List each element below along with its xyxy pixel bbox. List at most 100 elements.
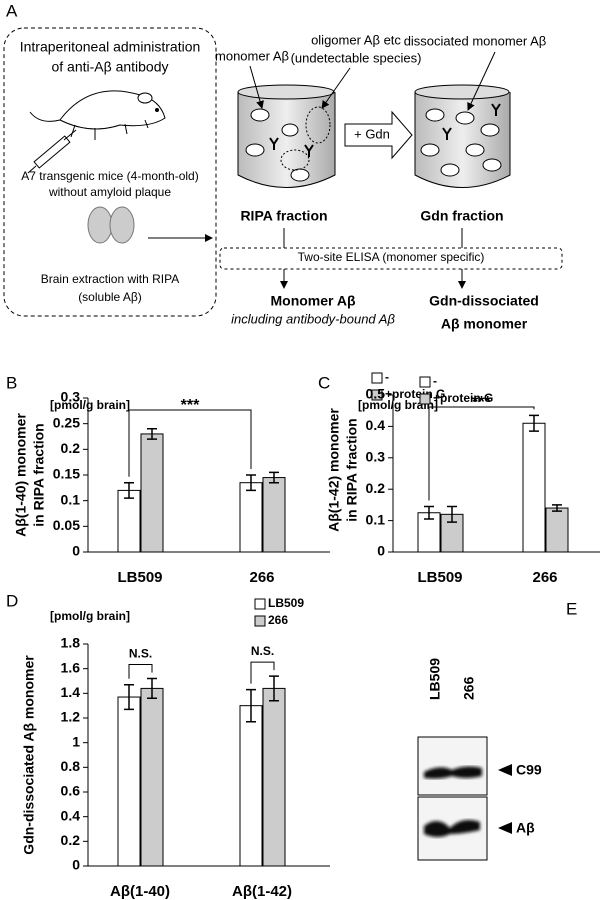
fraction-label: RIPA fraction [240,208,327,224]
y-tick-label: 0.1 [366,511,386,527]
bar [522,422,546,553]
y-tick-label: 0 [377,543,385,559]
box-text: Intraperitoneal administration [20,39,201,55]
mice-text: A7 transgenic mice (4-month-old) [21,169,198,183]
bar [545,507,569,553]
unit-label: [pmol/g brain] [50,398,130,412]
bar [262,687,286,867]
error-bar [147,677,157,700]
add-label: + Gdn [354,126,390,141]
y-tick-label: 0.25 [53,414,80,430]
y-tick-label: 0.15 [53,466,80,482]
process-arrow [344,110,413,160]
band-label: Aβ [516,820,535,836]
extraction-text: (soluble Aβ) [78,290,142,304]
y-axis-label: in RIPA fraction [344,418,360,521]
unit-label: [pmol/g brain] [358,398,438,412]
legend-swatch [371,389,383,401]
unit-label: [pmol/g brain] [50,609,130,623]
x-tick-label: 266 [532,569,557,586]
panel-label: A [6,1,18,20]
y-tick-label: 0.4 [366,417,386,433]
bar [140,433,164,553]
brain [87,206,135,244]
y-tick-label: 0.3 [366,449,386,465]
significance-label: N.S. [251,644,274,658]
y-tick-label: 0.6 [61,783,81,799]
error-bar [269,675,279,702]
y-axis-label: Aβ(1-40) monomer [13,413,29,537]
legend-label: - [433,374,437,388]
panel-label: D [6,591,18,610]
y-tick-label: 1.2 [61,709,81,725]
bar [140,687,164,867]
result-label: including antibody-bound Aβ [231,311,395,326]
y-tick-label: 0.4 [61,807,81,823]
beaker [237,84,336,188]
x-tick-label: Aβ(1-42) [232,883,292,900]
bar [117,696,141,867]
error-bar [124,481,134,499]
panel-a: A Intraperitoneal administration of anti… [3,1,563,332]
y-tick-label: 1 [72,733,80,749]
chart: D [pmol/g brain] Gdn-dissociated Aβ monome… [6,591,330,900]
result-label: Gdn-dissociated [429,293,539,309]
y-tick-label: 0.8 [61,758,81,774]
y-tick-label: 0 [72,857,80,873]
y-tick-label: 0.2 [61,832,81,848]
panel-label: C [318,373,330,392]
x-tick-label: LB509 [117,569,162,586]
legend-swatch [254,598,266,610]
bar [239,705,263,867]
bar [239,482,263,553]
legend-label: LB509 [268,596,304,610]
error-bar [246,688,256,723]
mouse [29,90,166,140]
oligomer-label: oligomer Aβ etc [311,32,401,47]
significance-label: *** [181,397,200,414]
y-axis-label: in RIPA fraction [31,423,47,526]
band-label: C99 [516,762,542,778]
legend-swatch [254,615,266,627]
error-bar [246,474,256,492]
x-tick-label: 266 [249,569,274,586]
y-tick-label: 1.6 [61,659,81,675]
dissociated-label: dissociated monomer Aβ [404,33,547,48]
extraction-text: Brain extraction with RIPA [41,272,180,286]
y-tick-label: 0 [72,543,80,559]
beaker [414,84,511,188]
x-tick-label: Aβ(1-40) [110,883,170,900]
bar [117,489,141,553]
mice-text: without amyloid plaque [48,185,171,199]
significance-bracket [250,661,275,684]
legend-label: 266 [268,613,288,627]
pointer [498,764,512,776]
error-bar [269,471,279,484]
legend-label: - [385,370,389,384]
lane-label: 266 [461,676,477,700]
oligomer-label: (undetectable species) [291,50,422,65]
panel-label: B [6,373,17,392]
result-label: Monomer Aβ [270,293,355,309]
panel-e: E LB509 266 C99 Aβ [417,599,577,861]
bar [262,477,286,553]
y-tick-label: 0.2 [61,440,81,456]
y-tick-label: 0.05 [53,517,80,533]
chart: C [pmol/g brain] Aβ(1-42) monomer in RIPA f… [318,373,600,586]
error-bar [552,504,562,512]
error-bar [447,505,457,523]
box-text: of anti-Aβ antibody [51,59,168,75]
significance-bracket [428,406,535,501]
y-tick-label: 0.2 [366,480,386,496]
arrow [467,51,496,111]
syringe [27,129,77,174]
arrow [249,65,264,109]
significance-label: N.S. [129,647,152,661]
legend-label: +protein G [433,391,493,405]
error-bar [147,428,157,440]
chart: B[pmol/g brain]Aβ(1-40) monomer in RIPA f… [6,370,445,586]
y-axis-label: Aβ(1-42) monomer [326,408,342,532]
panel-label: E [566,599,577,618]
legend-swatch [419,376,431,388]
